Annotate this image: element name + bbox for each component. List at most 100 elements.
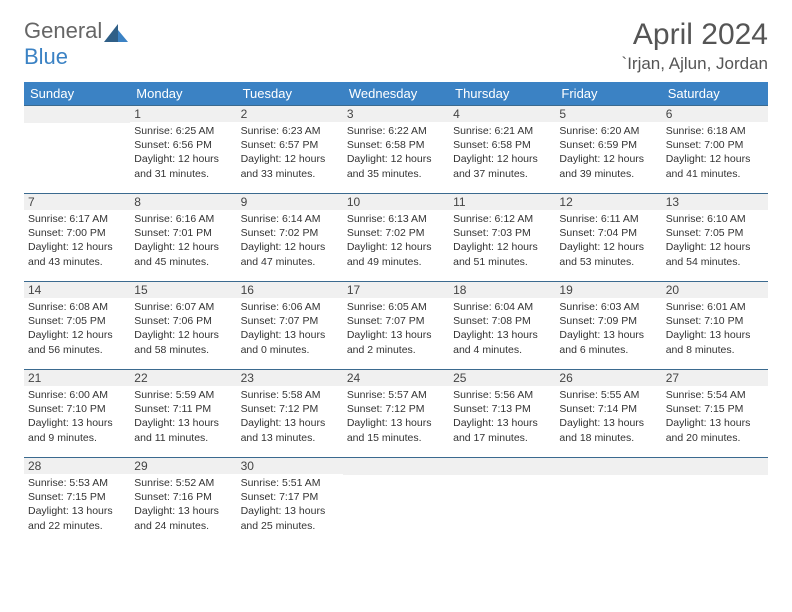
day-details: Sunrise: 5:53 AMSunset: 7:15 PMDaylight:… <box>24 474 130 537</box>
day-number: 10 <box>343 193 449 210</box>
calendar-cell <box>555 457 661 545</box>
day-details: Sunrise: 5:52 AMSunset: 7:16 PMDaylight:… <box>130 474 236 537</box>
day-details: Sunrise: 6:13 AMSunset: 7:02 PMDaylight:… <box>343 210 449 273</box>
empty-day-bar <box>555 457 661 475</box>
day-details: Sunrise: 6:04 AMSunset: 7:08 PMDaylight:… <box>449 298 555 361</box>
calendar-cell: 19Sunrise: 6:03 AMSunset: 7:09 PMDayligh… <box>555 281 661 369</box>
daylight-text-2: and 20 minutes. <box>666 431 764 445</box>
daylight-text: Daylight: 13 hours <box>559 416 657 430</box>
calendar-body: 1Sunrise: 6:25 AMSunset: 6:56 PMDaylight… <box>24 105 768 545</box>
sunrise-text: Sunrise: 6:14 AM <box>241 212 339 226</box>
sunrise-text: Sunrise: 6:01 AM <box>666 300 764 314</box>
day-header: Sunday <box>24 82 130 105</box>
sunset-text: Sunset: 7:02 PM <box>241 226 339 240</box>
day-number: 21 <box>24 369 130 386</box>
daylight-text-2: and 13 minutes. <box>241 431 339 445</box>
month-title: April 2024 <box>622 18 768 52</box>
daylight-text-2: and 18 minutes. <box>559 431 657 445</box>
sunrise-text: Sunrise: 5:56 AM <box>453 388 551 402</box>
daylight-text: Daylight: 13 hours <box>453 328 551 342</box>
daylight-text-2: and 11 minutes. <box>134 431 232 445</box>
daylight-text: Daylight: 13 hours <box>134 416 232 430</box>
calendar-cell: 11Sunrise: 6:12 AMSunset: 7:03 PMDayligh… <box>449 193 555 281</box>
daylight-text: Daylight: 13 hours <box>241 416 339 430</box>
calendar-cell: 4Sunrise: 6:21 AMSunset: 6:58 PMDaylight… <box>449 105 555 193</box>
daylight-text: Daylight: 13 hours <box>241 328 339 342</box>
day-number: 22 <box>130 369 236 386</box>
sunrise-text: Sunrise: 6:21 AM <box>453 124 551 138</box>
day-number: 20 <box>662 281 768 298</box>
sunset-text: Sunset: 6:57 PM <box>241 138 339 152</box>
daylight-text: Daylight: 12 hours <box>347 240 445 254</box>
sunrise-text: Sunrise: 5:53 AM <box>28 476 126 490</box>
calendar-table: Sunday Monday Tuesday Wednesday Thursday… <box>24 82 768 545</box>
day-number: 29 <box>130 457 236 474</box>
daylight-text: Daylight: 12 hours <box>666 240 764 254</box>
sunrise-text: Sunrise: 6:18 AM <box>666 124 764 138</box>
day-details: Sunrise: 6:18 AMSunset: 7:00 PMDaylight:… <box>662 122 768 185</box>
sunset-text: Sunset: 6:59 PM <box>559 138 657 152</box>
daylight-text-2: and 25 minutes. <box>241 519 339 533</box>
sunrise-text: Sunrise: 6:12 AM <box>453 212 551 226</box>
calendar-cell <box>662 457 768 545</box>
sunrise-text: Sunrise: 5:59 AM <box>134 388 232 402</box>
day-number: 5 <box>555 105 661 122</box>
daylight-text-2: and 31 minutes. <box>134 167 232 181</box>
daylight-text-2: and 2 minutes. <box>347 343 445 357</box>
day-details: Sunrise: 5:51 AMSunset: 7:17 PMDaylight:… <box>237 474 343 537</box>
calendar-cell: 12Sunrise: 6:11 AMSunset: 7:04 PMDayligh… <box>555 193 661 281</box>
sunset-text: Sunset: 7:10 PM <box>666 314 764 328</box>
sunset-text: Sunset: 7:17 PM <box>241 490 339 504</box>
calendar-cell <box>449 457 555 545</box>
sunset-text: Sunset: 6:58 PM <box>453 138 551 152</box>
day-number: 7 <box>24 193 130 210</box>
sunrise-text: Sunrise: 5:54 AM <box>666 388 764 402</box>
daylight-text: Daylight: 12 hours <box>559 152 657 166</box>
day-number: 15 <box>130 281 236 298</box>
daylight-text: Daylight: 13 hours <box>666 416 764 430</box>
daylight-text: Daylight: 12 hours <box>241 240 339 254</box>
sunrise-text: Sunrise: 5:58 AM <box>241 388 339 402</box>
day-details: Sunrise: 5:57 AMSunset: 7:12 PMDaylight:… <box>343 386 449 449</box>
calendar-cell: 2Sunrise: 6:23 AMSunset: 6:57 PMDaylight… <box>237 105 343 193</box>
daylight-text-2: and 49 minutes. <box>347 255 445 269</box>
daylight-text: Daylight: 12 hours <box>28 328 126 342</box>
day-details: Sunrise: 6:14 AMSunset: 7:02 PMDaylight:… <box>237 210 343 273</box>
daylight-text-2: and 54 minutes. <box>666 255 764 269</box>
calendar-cell: 21Sunrise: 6:00 AMSunset: 7:10 PMDayligh… <box>24 369 130 457</box>
daylight-text-2: and 43 minutes. <box>28 255 126 269</box>
day-details: Sunrise: 5:55 AMSunset: 7:14 PMDaylight:… <box>555 386 661 449</box>
sunset-text: Sunset: 7:12 PM <box>347 402 445 416</box>
sunrise-text: Sunrise: 6:03 AM <box>559 300 657 314</box>
calendar-cell: 8Sunrise: 6:16 AMSunset: 7:01 PMDaylight… <box>130 193 236 281</box>
calendar-cell: 9Sunrise: 6:14 AMSunset: 7:02 PMDaylight… <box>237 193 343 281</box>
sunset-text: Sunset: 7:10 PM <box>28 402 126 416</box>
sunrise-text: Sunrise: 6:07 AM <box>134 300 232 314</box>
daylight-text: Daylight: 12 hours <box>28 240 126 254</box>
sunrise-text: Sunrise: 5:51 AM <box>241 476 339 490</box>
day-number: 3 <box>343 105 449 122</box>
daylight-text: Daylight: 12 hours <box>134 328 232 342</box>
calendar-cell: 25Sunrise: 5:56 AMSunset: 7:13 PMDayligh… <box>449 369 555 457</box>
calendar-cell: 14Sunrise: 6:08 AMSunset: 7:05 PMDayligh… <box>24 281 130 369</box>
daylight-text-2: and 56 minutes. <box>28 343 126 357</box>
day-number: 27 <box>662 369 768 386</box>
daylight-text: Daylight: 12 hours <box>241 152 339 166</box>
day-number: 2 <box>237 105 343 122</box>
day-details: Sunrise: 6:06 AMSunset: 7:07 PMDaylight:… <box>237 298 343 361</box>
sunrise-text: Sunrise: 5:52 AM <box>134 476 232 490</box>
day-header: Friday <box>555 82 661 105</box>
daylight-text-2: and 37 minutes. <box>453 167 551 181</box>
daylight-text: Daylight: 12 hours <box>453 152 551 166</box>
day-number: 11 <box>449 193 555 210</box>
sunset-text: Sunset: 7:15 PM <box>28 490 126 504</box>
calendar-cell: 28Sunrise: 5:53 AMSunset: 7:15 PMDayligh… <box>24 457 130 545</box>
daylight-text: Daylight: 13 hours <box>666 328 764 342</box>
daylight-text-2: and 24 minutes. <box>134 519 232 533</box>
day-header: Tuesday <box>237 82 343 105</box>
day-details: Sunrise: 6:20 AMSunset: 6:59 PMDaylight:… <box>555 122 661 185</box>
day-number: 30 <box>237 457 343 474</box>
daylight-text: Daylight: 12 hours <box>453 240 551 254</box>
day-number: 16 <box>237 281 343 298</box>
sunrise-text: Sunrise: 6:04 AM <box>453 300 551 314</box>
